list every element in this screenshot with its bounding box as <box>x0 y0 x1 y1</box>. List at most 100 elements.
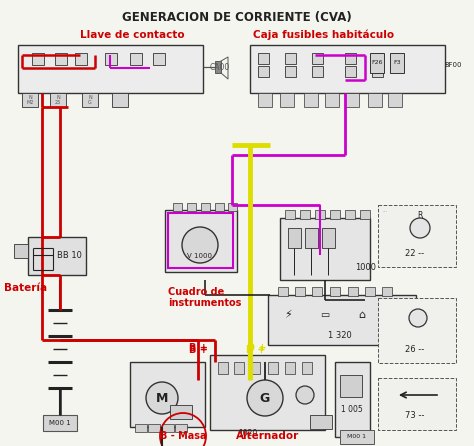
Bar <box>378 205 456 267</box>
Text: CA00: CA00 <box>210 62 230 71</box>
Text: Llave de contacto: Llave de contacto <box>80 30 185 40</box>
Text: V 1000: V 1000 <box>188 253 212 259</box>
Bar <box>305 228 318 248</box>
Text: ⌂: ⌂ <box>358 310 365 320</box>
Bar <box>82 93 98 107</box>
Text: N
M2: N M2 <box>27 95 34 105</box>
Bar <box>372 66 383 77</box>
Circle shape <box>182 227 218 263</box>
Bar <box>258 93 272 107</box>
Bar <box>335 362 370 437</box>
Bar <box>304 93 318 107</box>
Text: Caja fusibles habitáculo: Caja fusibles habitáculo <box>253 30 394 40</box>
Bar <box>288 228 301 248</box>
Bar <box>187 203 196 211</box>
Text: B - Masa: B - Masa <box>160 431 206 441</box>
Text: F26: F26 <box>371 61 383 66</box>
Bar <box>22 93 38 107</box>
Text: M: M <box>156 392 168 405</box>
Text: ...: ... <box>383 207 388 212</box>
Bar <box>360 210 370 219</box>
Text: BB 10: BB 10 <box>57 252 82 260</box>
Bar <box>322 228 335 248</box>
Bar <box>302 362 312 374</box>
Circle shape <box>247 380 283 416</box>
Text: G: G <box>260 392 270 405</box>
Text: M00 1: M00 1 <box>49 420 71 426</box>
Text: D +: D + <box>247 343 267 353</box>
Text: 8F00: 8F00 <box>445 62 463 68</box>
Bar <box>378 378 456 430</box>
Bar <box>285 210 295 219</box>
Bar <box>210 355 325 430</box>
Bar <box>345 53 356 64</box>
Bar <box>130 53 142 65</box>
Bar <box>215 203 224 211</box>
Bar <box>382 287 392 296</box>
Text: GENERACION DE CORRIENTE (CVA): GENERACION DE CORRIENTE (CVA) <box>122 12 352 25</box>
Bar <box>348 287 358 296</box>
Bar <box>345 93 359 107</box>
Bar <box>148 424 160 432</box>
Bar <box>315 210 325 219</box>
Bar <box>258 53 269 64</box>
Text: 73 --: 73 -- <box>405 410 425 420</box>
Bar <box>215 61 221 73</box>
Bar <box>340 430 374 444</box>
Bar <box>325 93 339 107</box>
Circle shape <box>146 382 178 414</box>
Bar <box>105 53 117 65</box>
Bar <box>50 93 66 107</box>
Bar <box>162 424 174 432</box>
Text: Batería: Batería <box>4 283 47 293</box>
Text: 1 320: 1 320 <box>328 330 352 339</box>
Bar <box>218 362 228 374</box>
Text: Alternador: Alternador <box>237 431 300 441</box>
Bar <box>165 210 237 272</box>
Circle shape <box>296 386 314 404</box>
Text: 26 --: 26 -- <box>405 346 425 355</box>
Text: N
G: N G <box>88 95 92 105</box>
Bar <box>345 66 356 77</box>
Bar <box>368 93 382 107</box>
Bar <box>14 244 28 258</box>
Bar <box>345 210 355 219</box>
Bar <box>32 53 44 65</box>
Bar <box>310 415 332 429</box>
Bar <box>268 362 278 374</box>
Bar <box>173 203 182 211</box>
Text: 1000: 1000 <box>355 264 376 273</box>
Text: Cuadro de: Cuadro de <box>168 287 224 297</box>
Bar <box>28 237 86 275</box>
Bar <box>312 53 323 64</box>
Circle shape <box>409 309 427 327</box>
Bar <box>228 203 237 211</box>
Bar <box>250 362 260 374</box>
Bar <box>285 362 295 374</box>
Text: 1020: 1020 <box>238 429 258 438</box>
Bar <box>378 298 456 363</box>
Bar <box>340 375 362 397</box>
Text: F3: F3 <box>393 61 401 66</box>
Text: D +: D + <box>246 345 266 355</box>
Bar <box>153 53 165 65</box>
Bar <box>330 210 340 219</box>
Bar <box>250 45 445 93</box>
Bar <box>55 53 67 65</box>
Text: N
25: N 25 <box>55 95 61 105</box>
Bar <box>330 287 340 296</box>
Bar <box>234 362 244 374</box>
Bar <box>372 53 383 64</box>
Text: ⚡: ⚡ <box>284 310 292 320</box>
Bar <box>258 66 269 77</box>
Text: ▭: ▭ <box>320 310 329 320</box>
Bar <box>130 362 205 427</box>
Bar <box>285 66 296 77</box>
Text: 1 005: 1 005 <box>341 405 363 414</box>
Bar <box>75 53 87 65</box>
Bar <box>370 53 384 73</box>
Bar <box>280 218 370 280</box>
Text: B +: B + <box>189 345 208 355</box>
Bar <box>388 93 402 107</box>
Bar <box>112 93 128 107</box>
